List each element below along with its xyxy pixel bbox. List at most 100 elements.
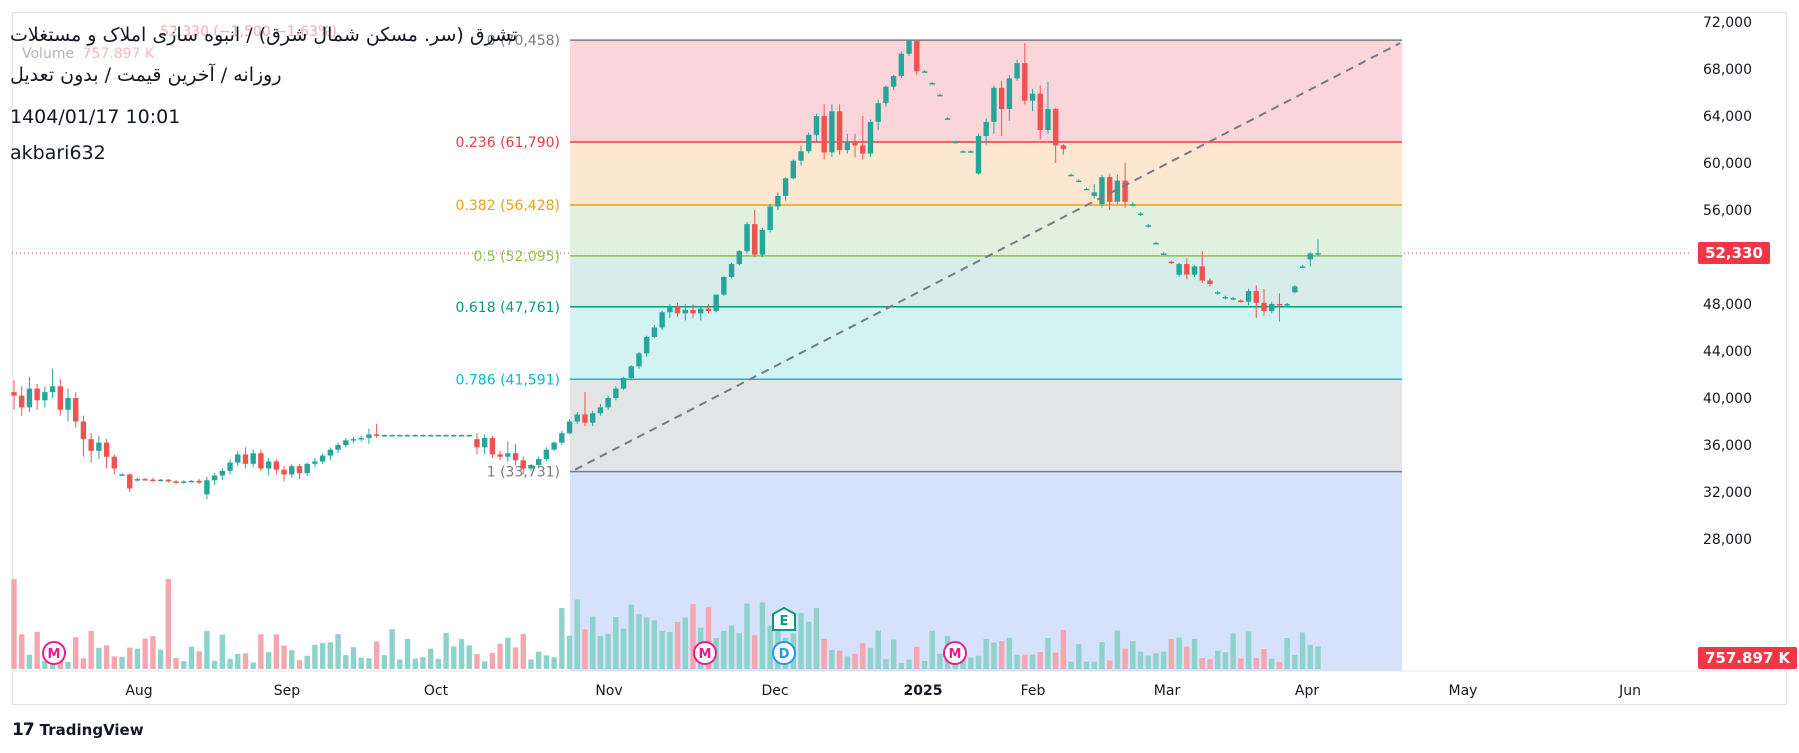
- candle-body: [242, 454, 249, 464]
- volume-bar: [860, 643, 866, 669]
- candle-body: [535, 459, 542, 465]
- candle: [188, 480, 195, 483]
- volume-bar: [219, 634, 226, 669]
- volume-bar: [466, 645, 472, 669]
- volume-bar: [80, 658, 87, 669]
- volume-bar: [1083, 661, 1090, 669]
- candle: [1068, 173, 1074, 177]
- volume-bar: [96, 647, 102, 669]
- candle-body: [1261, 302, 1267, 312]
- candle: [659, 311, 665, 330]
- candle-body: [543, 449, 550, 460]
- candle: [620, 376, 627, 390]
- candle: [798, 145, 804, 166]
- volume-bar: [636, 614, 642, 669]
- candle: [728, 262, 735, 279]
- volume-bar: [983, 638, 989, 669]
- candle-body: [566, 421, 573, 434]
- fib-level-label: 0.236 (61,790): [456, 135, 560, 151]
- candle-body: [605, 398, 611, 408]
- volume-bar: [890, 639, 897, 669]
- candle: [127, 473, 133, 492]
- candle-body: [628, 366, 634, 379]
- candle-body: [829, 111, 835, 153]
- candle-body: [1168, 261, 1175, 264]
- candle-body: [1245, 291, 1252, 302]
- candle-body: [119, 474, 125, 476]
- volume-bar: [265, 652, 272, 669]
- volume-bar: [1245, 631, 1252, 669]
- time-tick-label: Feb: [1021, 683, 1046, 699]
- candle: [512, 443, 519, 465]
- candle-body: [343, 440, 349, 445]
- candle-body: [752, 224, 758, 255]
- candle: [613, 386, 619, 401]
- fib-zone: [570, 204, 1402, 256]
- candle: [1137, 212, 1144, 216]
- volume-bar: [736, 633, 743, 669]
- price-tick-label: 56,000: [1703, 203, 1752, 219]
- candle: [968, 150, 974, 153]
- candle-body: [674, 306, 681, 314]
- candle: [1076, 179, 1082, 183]
- marker-letter: M: [699, 647, 712, 662]
- marker-letter: E: [780, 614, 789, 629]
- candle-body: [1060, 145, 1067, 149]
- candle: [196, 479, 202, 484]
- tradingview-logo[interactable]: 17 TradingView: [12, 720, 144, 740]
- candle-body: [96, 442, 102, 451]
- candle: [1006, 74, 1013, 121]
- volume-bar: [543, 655, 550, 669]
- candle: [1276, 293, 1283, 322]
- candle: [852, 133, 858, 158]
- candle: [296, 463, 303, 480]
- candle-body: [960, 151, 966, 153]
- volume-bar: [1029, 654, 1036, 669]
- candle: [1145, 224, 1151, 228]
- candle-body: [127, 474, 133, 489]
- price-tick-label: 60,000: [1703, 156, 1752, 172]
- volume-bar: [1037, 652, 1043, 669]
- candle: [551, 441, 557, 451]
- candle: [1014, 59, 1020, 81]
- volume-bar: [644, 617, 650, 669]
- candle-body: [181, 481, 187, 483]
- volume-bar: [1168, 639, 1175, 669]
- volume-bar: [1106, 660, 1113, 669]
- volume-bar: [474, 653, 480, 669]
- candle-body: [265, 461, 272, 469]
- candle-body: [289, 466, 295, 475]
- volume-bar: [752, 635, 758, 669]
- tradingview-logo-text: TradingView: [39, 721, 144, 739]
- candle: [373, 423, 380, 438]
- candle-body: [451, 435, 457, 437]
- candle-body: [281, 469, 287, 475]
- volume-bar: [366, 658, 372, 669]
- candle-body: [1315, 253, 1321, 255]
- volume-bar: [721, 630, 727, 669]
- candle: [242, 447, 249, 469]
- candle-body: [1214, 292, 1221, 294]
- candle: [289, 463, 295, 478]
- candle: [11, 380, 17, 410]
- volume-bar: [142, 638, 148, 669]
- candle-body: [790, 160, 797, 179]
- candle: [790, 159, 797, 180]
- candle: [381, 434, 388, 437]
- price-axis: 72,00068,00064,00060,00056,00052,00048,0…: [1703, 15, 1752, 548]
- marker-circle: [772, 641, 796, 665]
- candle-body: [798, 151, 804, 161]
- fib-zone: [570, 306, 1402, 380]
- candle: [1307, 252, 1313, 267]
- fib-zone: [570, 379, 1402, 472]
- volume-bar: [19, 634, 25, 669]
- time-tick-label: 2025: [904, 683, 943, 699]
- candle: [860, 116, 866, 160]
- volume-bar: [235, 653, 241, 669]
- candle: [335, 442, 341, 454]
- candle: [960, 150, 966, 153]
- volume-bar: [42, 660, 48, 669]
- volume-bar: [304, 655, 310, 669]
- candle-body: [698, 308, 704, 314]
